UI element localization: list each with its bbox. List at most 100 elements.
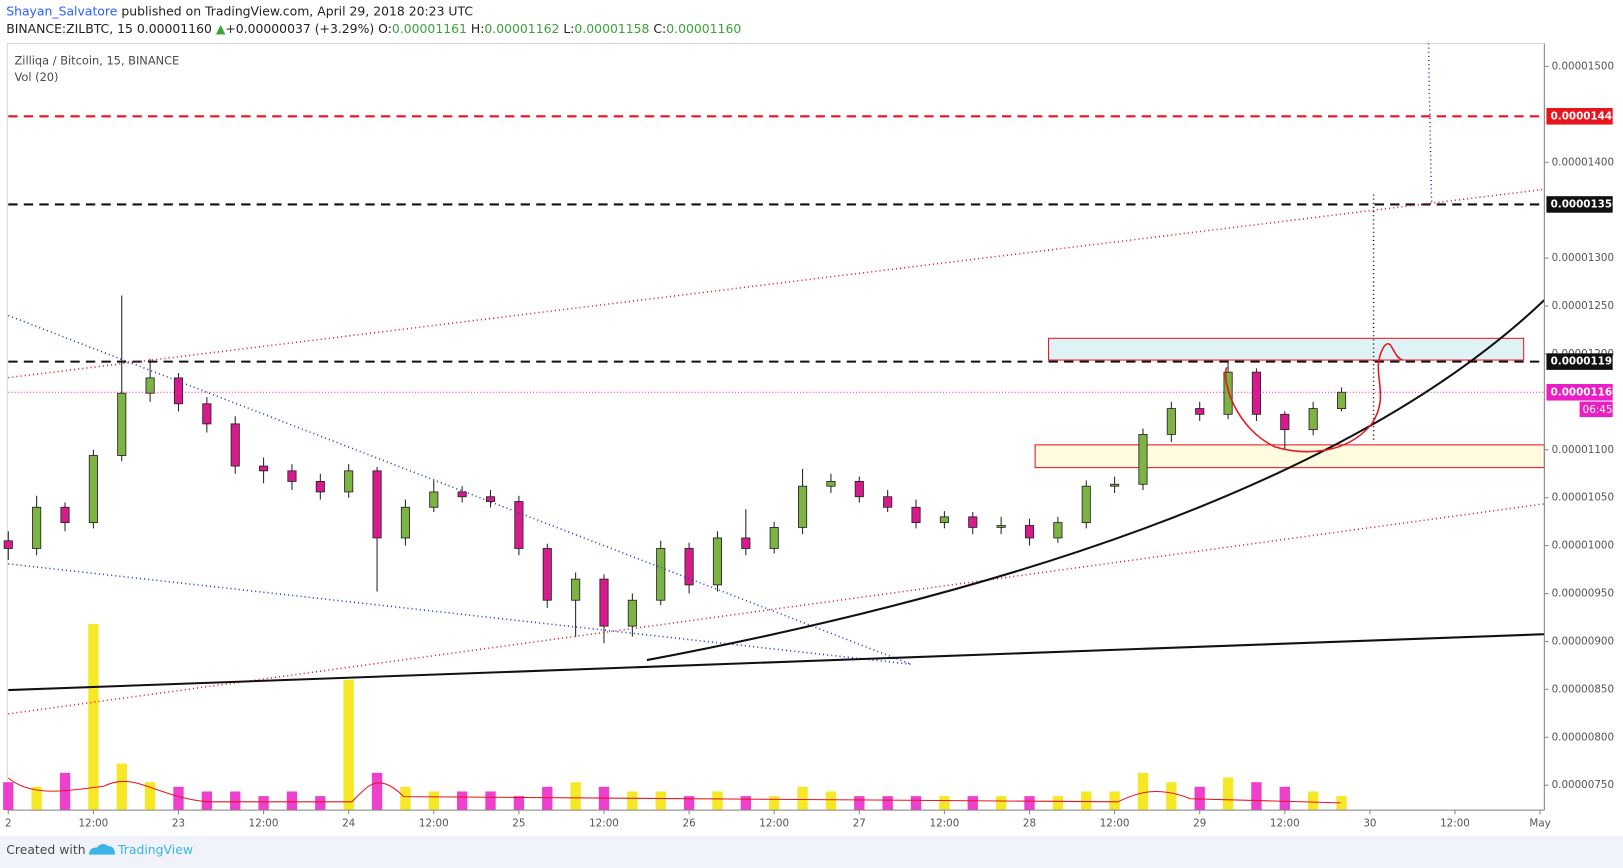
volume-bar: [769, 796, 780, 811]
candle-body: [259, 465, 269, 472]
l: 0.00001158: [574, 20, 649, 35]
cup-drawing: [1224, 343, 1403, 453]
x-tick-label: 12:00: [759, 818, 789, 830]
candle-body: [230, 423, 240, 467]
volume-bar: [995, 796, 1007, 811]
support-zone: [1034, 444, 1545, 469]
x-tick-label: 24: [342, 818, 355, 830]
x-tick-label: 30: [1363, 818, 1376, 830]
volume-bar: [1251, 782, 1262, 811]
volume-bar: [655, 791, 666, 811]
candle-body: [88, 455, 98, 524]
candle-body: [627, 599, 637, 627]
volume-bar: [967, 796, 978, 811]
candle-body: [883, 496, 893, 508]
volume-bar: [910, 796, 922, 811]
volume-bar: [258, 796, 269, 811]
x-tick-label: 12:00: [1100, 818, 1130, 830]
candle-body: [315, 480, 325, 493]
volume-bar: [31, 786, 42, 811]
countdown: 06:45: [1583, 404, 1613, 416]
volume-bar: [882, 796, 893, 811]
price-label: 0.00001192: [1551, 356, 1620, 368]
volume-bar: [542, 786, 553, 811]
o-label: O:: [378, 20, 392, 35]
volume-bar: [1166, 782, 1177, 811]
volume-bar: [144, 782, 156, 811]
volume-ma: [7, 777, 1341, 804]
candle-body: [854, 480, 864, 498]
candle-body: [60, 506, 70, 524]
h-label: H:: [471, 20, 485, 35]
y-tick-label: 0.00001000: [1552, 540, 1614, 552]
support-line: [8, 633, 1545, 692]
x-tick-label: 27: [853, 818, 866, 830]
logo: [89, 843, 115, 855]
candle-body: [939, 516, 949, 524]
price-label-box: [1546, 196, 1613, 213]
volume-bar: [173, 786, 184, 811]
y-tick-label: 0.00001300: [1552, 252, 1614, 264]
volume-label: Vol (20): [14, 70, 58, 84]
candle-body: [996, 525, 1006, 528]
candle-body: [1195, 408, 1205, 415]
volume-bar: [712, 791, 723, 811]
channel-line: [8, 503, 1545, 715]
candle-body: [826, 480, 836, 487]
volume-bar: [797, 786, 808, 811]
candle-body: [400, 506, 410, 539]
volume-bar: [428, 791, 439, 811]
candle-body: [457, 491, 467, 498]
candle-body: [741, 537, 751, 549]
y-tick-label: 0.00001250: [1552, 300, 1614, 312]
candle-body: [202, 403, 212, 425]
footer-brand[interactable]: TradingView: [117, 842, 193, 857]
volume-bar: [1137, 772, 1149, 811]
y-tick-label: 0.00000800: [1552, 731, 1614, 743]
published: published on TradingView.com, April 29, …: [121, 3, 473, 18]
candle-body: [656, 548, 666, 601]
volume-bar: [1308, 791, 1319, 811]
candle-body: [712, 537, 723, 586]
volume-bar: [286, 791, 298, 811]
parabolic-curve: [646, 299, 1546, 662]
volume-bar: [1109, 791, 1120, 811]
candle-body: [1166, 408, 1176, 435]
volume-bar: [116, 763, 127, 811]
author: Shayan_Salvatore published on TradingVie…: [6, 3, 473, 18]
candle-body: [1251, 371, 1261, 415]
c: 0.00001160: [666, 20, 741, 35]
volume-bar: [456, 791, 468, 811]
y-tick-label: 0.00000850: [1552, 683, 1614, 695]
candle-body: [968, 516, 978, 528]
symbol-line: BINANCE:ZILBTC, 15 0.00001160 ▲+0.000000…: [6, 20, 741, 35]
x-tick-label: 28: [1023, 818, 1036, 830]
volume-bar: [513, 796, 525, 811]
pair: Zilliqa / Bitcoin, 15, BINANCE: [14, 54, 179, 68]
volume-bar: [3, 782, 14, 811]
volume-bar: [570, 782, 581, 811]
candle-body: [32, 506, 42, 549]
arrow: ▲: [216, 20, 226, 35]
y-tick-label: 0.00000750: [1552, 779, 1614, 791]
y-tick-label: 0.00000900: [1552, 635, 1614, 647]
resistance-zone: [1048, 337, 1525, 361]
c-label: C:: [653, 20, 666, 35]
price-label: 0.00001448: [1551, 110, 1620, 122]
candle-body: [344, 470, 354, 493]
volume-bar: [230, 791, 241, 811]
x-tick-label: May: [1529, 818, 1550, 830]
volume-bar: [825, 791, 837, 811]
candle-body: [1223, 371, 1233, 415]
candle-body: [145, 377, 155, 394]
target-line: [1427, 43, 1433, 202]
candle-body: [769, 526, 779, 549]
candle-body: [287, 470, 297, 482]
y-tick-label: 0.00001500: [1552, 60, 1614, 72]
volume-bar: [315, 796, 326, 811]
candle-body: [571, 578, 581, 601]
symbol: BINANCE:ZILBTC, 15: [6, 20, 133, 35]
x-tick-label: 12:00: [78, 818, 108, 830]
